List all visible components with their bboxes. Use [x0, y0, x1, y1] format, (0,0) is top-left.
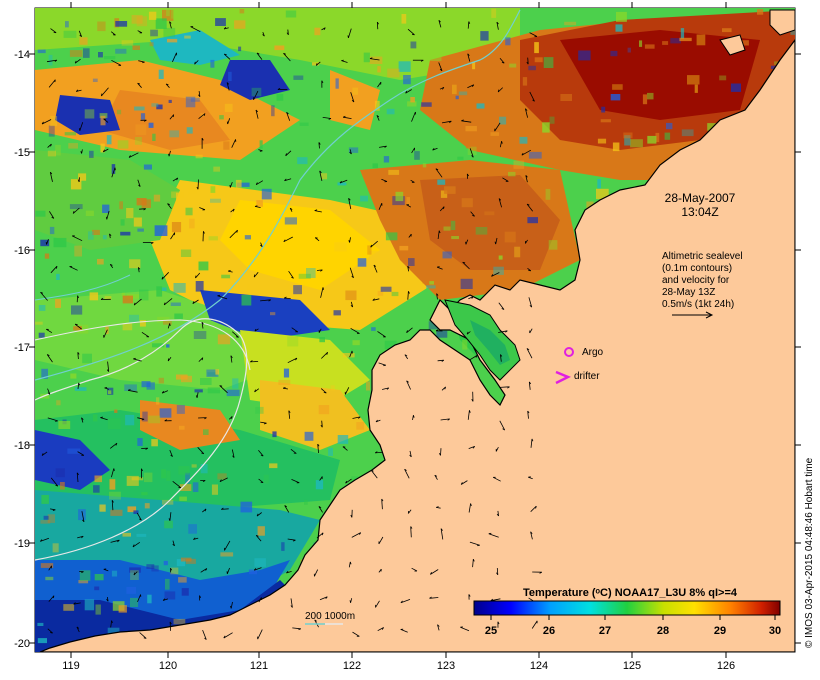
altimetry-legend: Altimetric sealevel (0.1m contours) and … [662, 251, 743, 319]
lat-tick-label: -18 [14, 440, 30, 452]
altimetry-line: 28-May 13Z [662, 287, 715, 298]
lat-tick-label: -17 [14, 342, 30, 354]
lon-tick-labels: 119 120 121 122 123 124 125 126 [62, 660, 735, 672]
lon-tick-label: 120 [159, 660, 177, 672]
drifter-label: drifter [574, 371, 600, 382]
islands [719, 9, 795, 56]
lon-tick-label: 119 [62, 660, 80, 672]
colorbar-title: Temperature (ᵒC) NOAA17_L3U 8% qI>=4 [523, 587, 738, 599]
lat-tick-label: -14 [14, 49, 30, 61]
colorbar-gradient [473, 600, 781, 616]
lon-tick-label: 122 [343, 660, 361, 672]
argo-marker [564, 347, 574, 357]
argo-label: Argo [582, 347, 604, 358]
altimetry-line: (0.1m contours) [662, 263, 732, 274]
date-label: 28-May-2007 [665, 191, 736, 205]
colorbar-tick-label: 27 [599, 625, 611, 637]
colorbar-tick-label: 26 [543, 625, 555, 637]
lat-tick-label: -15 [14, 147, 30, 159]
colorbar-tick-label: 30 [769, 625, 781, 637]
contour-1000m [35, 318, 248, 561]
credit-text: © IMOS 03-Apr-2015 04:48:46 Hobart time [804, 457, 815, 648]
contour-200m [35, 9, 521, 381]
lon-tick-label: 126 [717, 660, 735, 672]
colorbar-tick-label: 28 [657, 625, 669, 637]
altimetry-line: Altimetric sealevel [662, 251, 743, 262]
altimetry-line: and velocity for [662, 275, 730, 286]
axes [29, 2, 801, 658]
lat-tick-label: -20 [14, 638, 30, 650]
lon-tick-label: 124 [530, 660, 548, 672]
drifter-marker [555, 370, 572, 385]
depth-contour-legend: 200 1000m [305, 611, 355, 622]
lat-tick-label: -16 [14, 245, 30, 257]
lon-tick-label: 125 [623, 660, 641, 672]
sst-field [35, 8, 795, 652]
lon-tick-label: 123 [437, 660, 455, 672]
lon-tick-label: 121 [250, 660, 268, 672]
colorbar-tick-label: 29 [714, 625, 726, 637]
colorbar-tick-label: 25 [485, 625, 497, 637]
velocity-scale-arrowhead [705, 311, 714, 319]
lat-tick-labels: -14 -15 -16 -17 -18 -19 -20 [14, 49, 30, 650]
time-label: 13:04Z [681, 205, 718, 219]
colorbar: Temperature (ᵒC) NOAA17_L3U 8% qI>=4 25 … [473, 587, 781, 637]
lat-tick-label: -19 [14, 538, 30, 550]
velocity-arrows [40, 20, 542, 640]
altimetry-line: 0.5m/s (1kt 24h) [662, 299, 734, 310]
